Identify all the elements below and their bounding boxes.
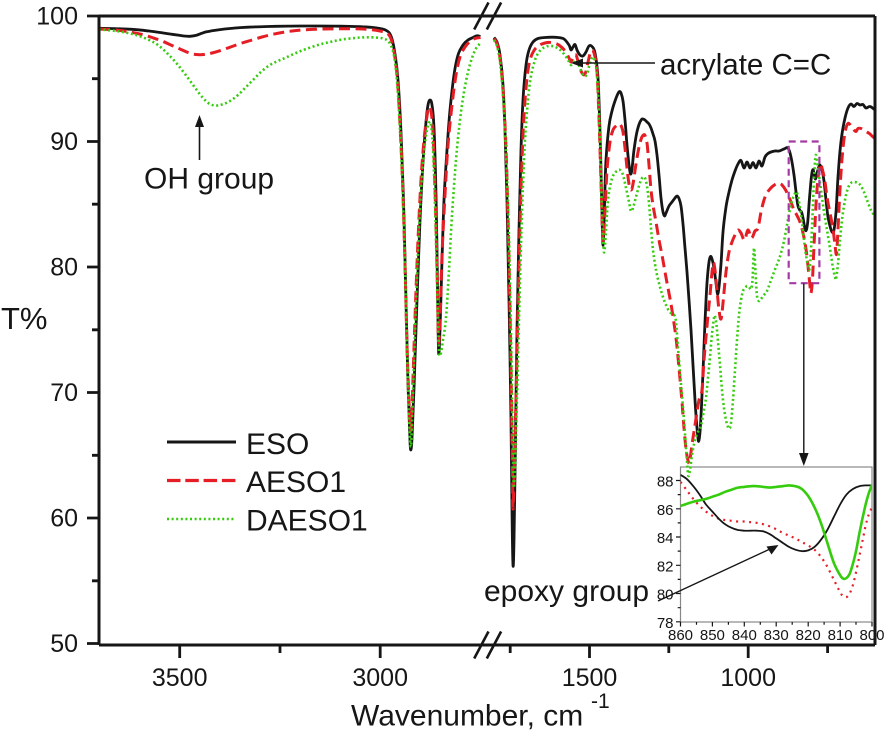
svg-text:epoxy group: epoxy group <box>484 575 649 608</box>
svg-text:86: 86 <box>657 502 674 519</box>
svg-text:Wavenumber, cm: Wavenumber, cm <box>351 700 583 733</box>
svg-text:ESO: ESO <box>246 428 309 461</box>
svg-text:90: 90 <box>50 128 78 156</box>
svg-text:84: 84 <box>657 530 674 547</box>
svg-text:AESO1: AESO1 <box>246 466 346 499</box>
svg-text:DAESO1: DAESO1 <box>246 505 368 538</box>
svg-text:100: 100 <box>36 3 78 31</box>
svg-text:-1: -1 <box>591 690 610 713</box>
svg-text:860: 860 <box>668 627 693 644</box>
svg-text:82: 82 <box>657 558 674 575</box>
svg-text:3500: 3500 <box>152 664 208 692</box>
svg-text:810: 810 <box>828 627 853 644</box>
svg-text:78: 78 <box>657 615 674 632</box>
svg-text:1500: 1500 <box>562 664 618 692</box>
svg-text:T%: T% <box>1 301 48 336</box>
svg-text:70: 70 <box>50 379 78 407</box>
svg-text:80: 80 <box>50 254 78 282</box>
svg-text:1000: 1000 <box>720 664 776 692</box>
svg-text:800: 800 <box>859 627 884 644</box>
svg-text:60: 60 <box>50 505 78 533</box>
svg-text:50: 50 <box>50 630 78 658</box>
svg-text:OH group: OH group <box>144 163 274 196</box>
svg-text:850: 850 <box>700 627 725 644</box>
svg-text:3000: 3000 <box>352 664 408 692</box>
svg-text:830: 830 <box>764 627 789 644</box>
svg-text:acrylate C=C: acrylate C=C <box>660 49 831 82</box>
svg-text:820: 820 <box>796 627 821 644</box>
svg-text:840: 840 <box>732 627 757 644</box>
svg-text:88: 88 <box>657 474 674 491</box>
